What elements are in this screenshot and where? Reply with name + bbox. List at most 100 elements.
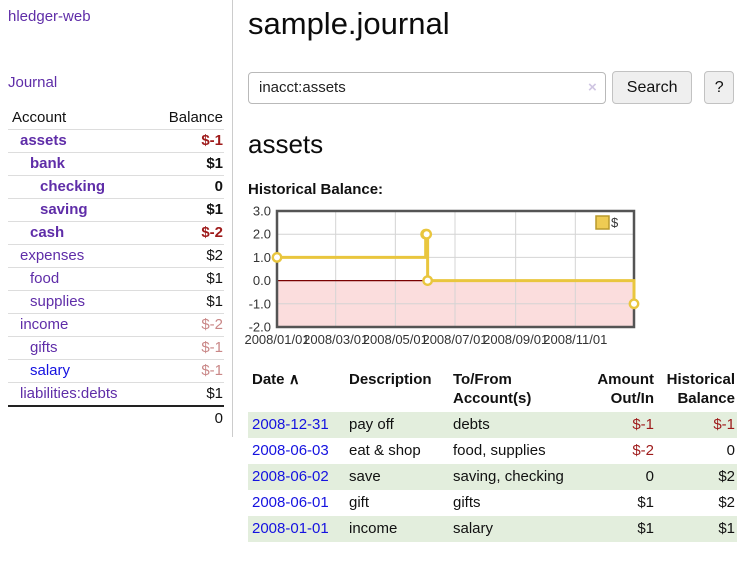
sidebar-account-link[interactable]: supplies — [30, 293, 86, 310]
y-tick-label: 3.0 — [253, 204, 271, 219]
y-tick-label: -2.0 — [249, 320, 271, 335]
transaction-accounts: gifts — [453, 494, 481, 511]
transaction-running-balance: $2 — [718, 494, 735, 511]
y-tick-label: 2.0 — [253, 227, 271, 242]
register-row[interactable]: 2008-01-01 income salary $1 $1 — [248, 516, 737, 542]
sidebar: hledger-web Journal Account Balance asse… — [0, 0, 233, 437]
x-tick-label: 2008/01/01 — [244, 332, 309, 347]
page-title: sample.journal — [248, 6, 450, 41]
search-input-wrap: × — [248, 71, 606, 104]
sort-ascending-icon: ∧ — [288, 371, 300, 388]
register-header-date[interactable]: Date ∧ — [248, 368, 345, 412]
x-tick-label: 2008/07/01 — [422, 332, 487, 347]
account-balance: $1 — [206, 385, 223, 402]
account-row: supplies $1 — [8, 290, 224, 314]
x-tick-label: 2008/05/01 — [363, 332, 428, 347]
transaction-amount: $1 — [637, 494, 654, 511]
account-balance: $-1 — [201, 362, 223, 379]
register-row[interactable]: 2008-06-02 save saving, checking 0 $2 — [248, 464, 737, 490]
search-button[interactable]: Search — [611, 71, 693, 104]
account-balance: $-2 — [201, 224, 223, 241]
sidebar-account-link[interactable]: saving — [40, 201, 88, 218]
account-row: expenses $2 — [8, 244, 224, 268]
register-row[interactable]: 2008-06-01 gift gifts $1 $2 — [248, 490, 737, 516]
register-header-balance: Historical Balance — [666, 371, 735, 407]
register-header-description: Description — [349, 371, 432, 388]
account-row: salary $-1 — [8, 359, 224, 383]
x-tick-label: 2008/09/01 — [483, 332, 548, 347]
register-row[interactable]: 2008-12-31 pay off debts $-1 $-1 — [248, 412, 737, 438]
transaction-amount: 0 — [645, 468, 654, 485]
register-header-row: Date ∧ Description To/From Account(s) Am… — [248, 368, 737, 412]
account-balance: $2 — [206, 247, 223, 264]
transaction-accounts: saving, checking — [453, 468, 564, 485]
x-tick-label: 2008/03/01 — [303, 332, 368, 347]
account-balance: $1 — [206, 155, 223, 172]
transaction-running-balance: $2 — [718, 468, 735, 485]
data-point-marker — [421, 228, 433, 240]
sidebar-account-link[interactable]: cash — [30, 224, 65, 241]
data-point-marker — [422, 275, 434, 287]
chart-title: Historical Balance: — [248, 181, 384, 198]
register-header-accounts: To/From Account(s) — [453, 371, 532, 407]
accounts-total-value: 0 — [214, 410, 223, 427]
accounts-total-row: 0 — [8, 406, 224, 431]
transaction-accounts: debts — [453, 416, 490, 433]
transaction-amount: $-1 — [632, 416, 654, 433]
transaction-description: save — [349, 468, 381, 485]
transaction-description: eat & shop — [349, 442, 421, 459]
sidebar-account-link[interactable]: checking — [40, 178, 106, 195]
account-balance: $1 — [206, 270, 223, 287]
transaction-running-balance: $-1 — [713, 416, 735, 433]
transaction-description: gift — [349, 494, 370, 511]
sidebar-account-link[interactable]: bank — [30, 155, 66, 172]
accounts-header-balance: Balance — [168, 109, 223, 126]
sidebar-account-link[interactable]: salary — [30, 362, 71, 379]
clear-search-icon[interactable]: × — [588, 78, 597, 96]
transaction-date-link[interactable]: 2008-06-01 — [252, 494, 329, 511]
brand-link[interactable]: hledger-web — [8, 8, 91, 25]
sidebar-account-link[interactable]: income — [20, 316, 69, 333]
accounts-header-row: Account Balance — [8, 106, 224, 130]
legend-swatch — [595, 215, 610, 230]
transaction-date-link[interactable]: 2008-06-03 — [252, 442, 329, 459]
main-content: sample.journal × Search ? assets Histori… — [233, 0, 742, 542]
account-row: saving $1 — [8, 198, 224, 222]
transaction-running-balance: $1 — [718, 520, 735, 537]
account-row: food $1 — [8, 267, 224, 291]
sidebar-account-link[interactable]: food — [30, 270, 60, 287]
sidebar-account-link[interactable]: gifts — [30, 339, 58, 356]
y-tick-label: 1.0 — [253, 250, 271, 265]
historical-balance-chart[interactable]: $3.0 2.0 1.0 0.0 -1.0 -2.0 2008/01/01 2008/03/0… — [244, 204, 734, 349]
search-bar: × Search ? — [248, 71, 734, 104]
sidebar-account-link[interactable]: liabilities:debts — [20, 385, 118, 402]
transaction-date-link[interactable]: 2008-12-31 — [252, 416, 329, 433]
transaction-date-link[interactable]: 2008-06-02 — [252, 468, 329, 485]
transaction-accounts: food, supplies — [453, 442, 546, 459]
help-button[interactable]: ? — [704, 71, 734, 104]
transaction-running-balance: 0 — [726, 442, 735, 459]
sidebar-account-link[interactable]: assets — [20, 132, 67, 149]
data-point-marker — [628, 298, 640, 310]
account-balance: 0 — [214, 178, 223, 195]
register-row[interactable]: 2008-06-03 eat & shop food, supplies $-2 0 — [248, 438, 737, 464]
accounts-total-spacer — [8, 406, 148, 431]
transaction-accounts: salary — [453, 520, 494, 537]
account-row: gifts $-1 — [8, 336, 224, 360]
sidebar-account-link[interactable]: expenses — [20, 247, 85, 264]
x-tick-label: 2008/11/01 — [543, 332, 607, 347]
account-heading: assets — [248, 129, 324, 159]
account-row: bank $1 — [8, 152, 224, 176]
sidebar-item-journal[interactable]: Journal — [8, 74, 58, 91]
transaction-description: income — [349, 520, 398, 537]
account-row: income $-2 — [8, 313, 224, 337]
account-balance: $-1 — [201, 132, 223, 149]
register-header-amount: Amount Out/In — [597, 371, 654, 407]
search-input[interactable] — [248, 71, 606, 104]
transaction-date-link[interactable]: 2008-01-01 — [252, 520, 329, 537]
transaction-amount: $-2 — [632, 442, 654, 459]
accounts-header-account: Account — [12, 109, 67, 126]
chart-frame — [275, 209, 636, 329]
account-row: liabilities:debts $1 — [8, 382, 224, 407]
